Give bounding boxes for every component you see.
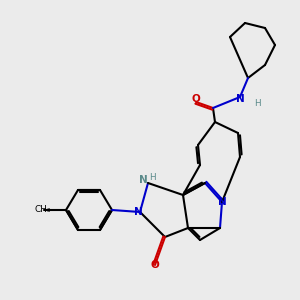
Text: N: N bbox=[218, 197, 226, 207]
Text: N: N bbox=[134, 207, 143, 217]
Text: N: N bbox=[236, 94, 244, 103]
Text: H: H bbox=[149, 173, 156, 182]
Text: O: O bbox=[192, 94, 200, 104]
Text: O: O bbox=[151, 260, 159, 270]
Text: N: N bbox=[139, 175, 148, 185]
Text: CH₃: CH₃ bbox=[34, 206, 51, 214]
Text: H: H bbox=[254, 98, 260, 107]
